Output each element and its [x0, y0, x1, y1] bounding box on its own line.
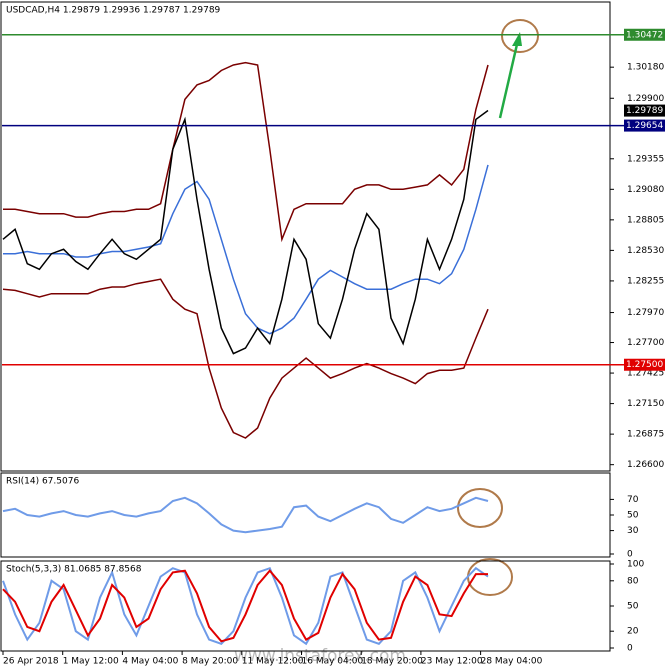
level-label: 1.29654 — [626, 121, 663, 131]
y-tick-label: 1.28530 — [627, 246, 664, 256]
series-line — [2, 496, 489, 534]
y-tick-label: 0 — [627, 644, 633, 654]
y-tick-label: 1.27970 — [627, 308, 664, 318]
x-tick-label: 4 May 04:00 — [122, 657, 178, 667]
y-tick-label: 50 — [627, 511, 639, 521]
y-tick-label: 1.28805 — [627, 215, 664, 225]
annotation-circle — [501, 19, 539, 53]
x-tick-label: 1 May 12:00 — [63, 657, 119, 667]
panel-title: USDCAD,H4 1.29879 1.29936 1.29787 1.2978… — [6, 6, 221, 16]
y-tick-label: 1.26600 — [627, 460, 664, 470]
level-label: 1.30472 — [626, 30, 663, 40]
y-tick-label: 1.30180 — [627, 63, 664, 73]
y-tick-label: 70 — [627, 495, 639, 505]
x-tick-label: 8 May 20:00 — [182, 657, 238, 667]
x-tick-label: 18 May 20:00 — [361, 657, 423, 667]
level-label-bg — [624, 358, 665, 371]
x-tick-label: 26 Apr 2018 — [3, 657, 59, 667]
level-label-bg — [624, 28, 665, 41]
y-tick-label: 1.26875 — [627, 430, 664, 440]
x-tick-label: 11 May 12:00 — [242, 657, 304, 667]
y-tick-label: 80 — [627, 576, 639, 586]
x-tick-label: 23 May 12:00 — [421, 657, 483, 667]
series-line — [3, 164, 489, 335]
y-tick-label: 1.27700 — [627, 338, 664, 348]
series-line — [2, 278, 489, 439]
y-tick-label: 100 — [627, 560, 644, 570]
panel-frame — [0, 1, 611, 472]
panel-title: RSI(14) 67.5076 — [6, 477, 79, 487]
y-tick-label: 1.27150 — [627, 399, 664, 409]
y-tick-label: 1.29900 — [627, 94, 664, 104]
series-line — [2, 566, 489, 646]
y-tick-label: 30 — [627, 526, 639, 536]
y-tick-label: 1.27425 — [627, 369, 664, 379]
x-tick-label: 16 May 04:00 — [302, 657, 364, 667]
price-label: 1.29789 — [626, 106, 663, 116]
y-tick-label: 1.29355 — [627, 154, 664, 164]
y-tick-label: 0 — [627, 550, 633, 560]
annotation-circle — [457, 488, 503, 528]
annotation-arrow — [498, 39, 520, 119]
panel-title: Stoch(5,3,3) 81.0685 87.8568 — [6, 565, 142, 575]
series-line — [2, 109, 489, 355]
level-label-bg — [624, 119, 665, 132]
y-tick-label: 50 — [627, 602, 639, 612]
x-tick-label: 28 May 04:00 — [481, 657, 543, 667]
y-tick-label: 20 — [627, 627, 639, 637]
y-tick-label: 1.29080 — [627, 185, 664, 195]
price-label-bg — [624, 104, 665, 117]
y-tick-label: 1.28255 — [627, 276, 664, 286]
series-line — [3, 61, 489, 243]
series-line — [2, 569, 488, 643]
level-label: 1.27500 — [626, 360, 663, 370]
